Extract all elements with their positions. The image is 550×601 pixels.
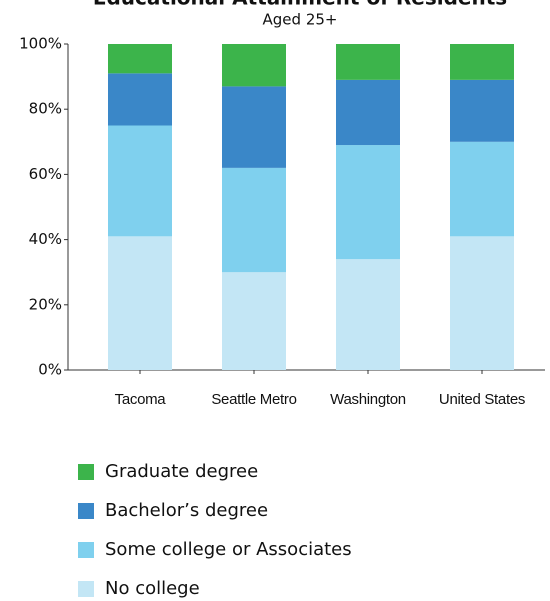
x-tick-label: Seattle Metro [211,391,297,408]
chart-subtitle: Aged 25+ [263,11,338,29]
legend-swatch [78,542,94,558]
y-tick-label: 80% [29,100,62,118]
legend-label: No college [105,578,200,599]
y-tick-label: 20% [29,295,62,313]
bar-segment [450,44,514,80]
y-tick-label: 0% [38,361,62,379]
bar-segment [222,86,286,168]
x-tick-label: United States [438,391,526,408]
bar-segment [222,44,286,87]
bar-segment [108,236,172,370]
chart-title: Educational Attainment of Residents [93,0,507,10]
y-tick-label: 40% [29,230,62,248]
y-tick-label: 60% [29,165,62,183]
bar-segment [450,236,514,370]
legend-label: Bachelor’s degree [105,500,268,521]
bar-segment [450,79,514,142]
bar-segment [108,44,172,74]
x-tick-label: Washington [330,391,406,408]
legend-label: Graduate degree [105,461,258,482]
bar-segment [336,145,400,260]
bar-segment [222,167,286,273]
x-tick-label: Tacoma [114,391,166,408]
legend-swatch [78,464,94,480]
bar-segment [108,125,172,237]
legend-swatch [78,503,94,519]
legend-swatch [78,581,94,597]
bar-segment [450,141,514,237]
bar-segment [108,73,172,126]
bar-segment [336,44,400,80]
bar-segment [222,272,286,370]
y-tick-label: 100% [19,35,62,53]
bar-segment [336,79,400,146]
legend-label: Some college or Associates [105,539,352,560]
bar-segment [336,259,400,370]
